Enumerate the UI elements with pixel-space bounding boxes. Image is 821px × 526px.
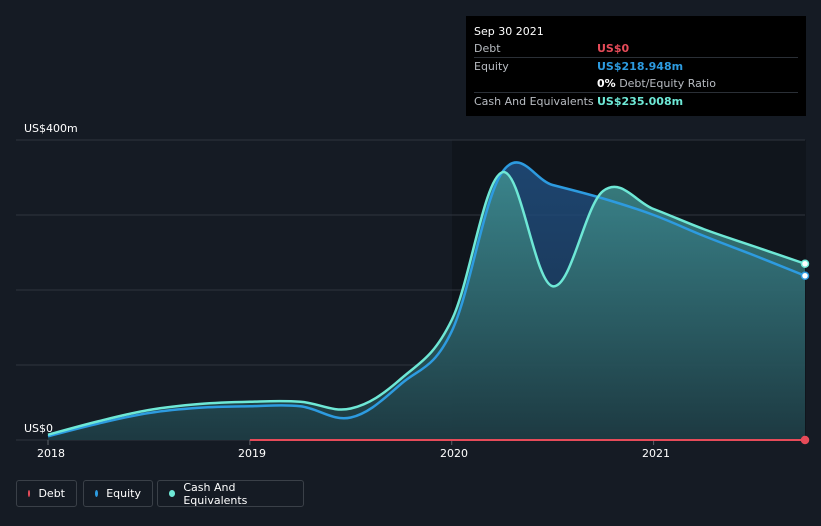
legend-cash[interactable]: Cash And Equivalents bbox=[157, 480, 304, 507]
tooltip-debt-row: Debt US$0 bbox=[474, 41, 798, 58]
tooltip-cash-row: Cash And Equivalents US$235.008m bbox=[474, 94, 798, 110]
y-axis-zero-label: US$0 bbox=[24, 422, 54, 435]
tooltip-date: Sep 30 2021 bbox=[474, 25, 544, 38]
equity-end-point bbox=[800, 271, 810, 280]
legend-debt-label: Debt bbox=[38, 487, 65, 500]
tooltip-ratio-value: 0% bbox=[597, 77, 616, 90]
legend-equity-label: Equity bbox=[106, 487, 141, 500]
cash-and-equivalents-end-point bbox=[800, 259, 810, 268]
debt-legend-dot-icon bbox=[28, 490, 31, 497]
x-tick-label: 2018 bbox=[37, 447, 65, 460]
debt-end-point bbox=[800, 435, 810, 445]
tooltip-equity-row: Equity US$218.948m bbox=[474, 59, 798, 75]
legend-debt[interactable]: Debt bbox=[16, 480, 77, 507]
tooltip-ratio-label: Debt/Equity Ratio bbox=[619, 77, 716, 90]
equity-line bbox=[47, 161, 806, 438]
tooltip-equity-label: Equity bbox=[474, 60, 509, 73]
areas bbox=[48, 162, 805, 440]
legend-equity[interactable]: Equity bbox=[83, 480, 153, 507]
x-tick-label: 2019 bbox=[238, 447, 266, 460]
tooltip-debt-value: US$0 bbox=[597, 42, 630, 55]
x-tick-label: 2020 bbox=[440, 447, 468, 460]
tooltip-cash-value: US$235.008m bbox=[597, 95, 684, 108]
series-lines bbox=[47, 161, 806, 441]
cash-and-equivalents-line bbox=[47, 170, 806, 436]
legend-cash-label: Cash And Equivalents bbox=[183, 480, 248, 507]
equity-legend-dot-icon bbox=[95, 490, 99, 497]
tooltip-equity-value: US$218.948m bbox=[597, 60, 684, 73]
y-axis-top-label: US$400m bbox=[24, 122, 78, 135]
tooltip-debt-label: Debt bbox=[474, 42, 501, 55]
tooltip-cash-label: Cash And Equivalents bbox=[474, 95, 594, 108]
cash-legend-dot-icon bbox=[169, 490, 176, 497]
x-tick-label: 2021 bbox=[642, 447, 670, 460]
cash-and-equivalents-area bbox=[48, 172, 805, 440]
end-markers bbox=[800, 259, 810, 445]
data-tooltip: Sep 30 2021 Debt US$0 Equity US$218.948m… bbox=[466, 16, 806, 116]
tooltip-ratio-row: 0% Debt/Equity Ratio bbox=[474, 76, 798, 93]
